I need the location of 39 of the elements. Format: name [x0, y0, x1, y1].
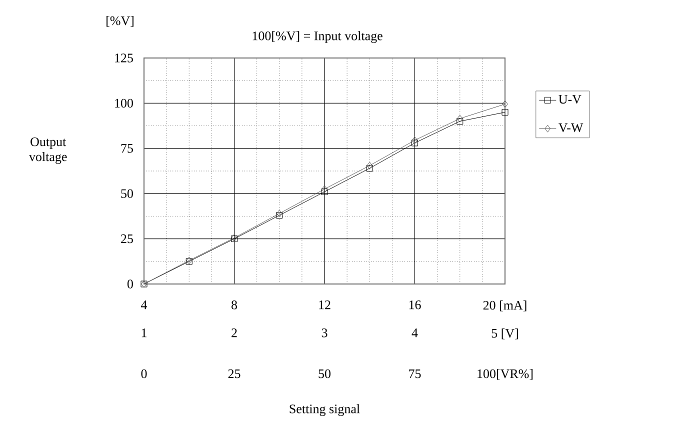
- point: [457, 114, 463, 122]
- x2-tick-label: 2: [232, 328, 237, 338]
- y-axis-title: Output voltage: [28, 137, 67, 164]
- legend-label: V-W: [558, 123, 584, 132]
- point: [276, 210, 282, 218]
- point: [412, 140, 418, 146]
- x-tick-label: 20 [mA]: [483, 300, 526, 312]
- point: [456, 118, 464, 125]
- point: [276, 212, 283, 219]
- text: [%V]: [106, 16, 134, 27]
- point: [502, 100, 508, 108]
- y-tick-label: 0: [127, 280, 133, 288]
- text: 0: [141, 369, 147, 378]
- x2-tick-label: 4: [412, 328, 418, 338]
- point: [502, 108, 508, 116]
- point: [366, 162, 373, 170]
- point: [412, 136, 418, 144]
- x-tick-label: 8: [232, 300, 238, 310]
- x2-tick-label: 1: [142, 328, 146, 338]
- y-tick-label: 125: [115, 54, 133, 62]
- x-tick-label: 16: [409, 300, 421, 310]
- x2-tick-label: 3: [322, 328, 328, 338]
- y-tick-label: 25: [121, 234, 133, 244]
- y-tick-label: 100: [115, 98, 133, 108]
- x2-tick-label: 5 [V]: [492, 328, 518, 340]
- x-tick-label: 12: [319, 300, 330, 310]
- text: 100[VR%]: [478, 368, 533, 380]
- text: 50: [318, 369, 331, 378]
- text: 25: [228, 369, 240, 378]
- legend-label: U-V: [558, 94, 582, 104]
- point: [366, 165, 373, 172]
- x-tick-label: 4: [141, 300, 148, 310]
- y-tick-label: 75: [121, 144, 133, 153]
- text: 75: [409, 369, 421, 378]
- x-axis-title: Setting signal: [290, 404, 360, 416]
- point: [321, 188, 328, 196]
- y-tick-label: 50: [121, 189, 133, 198]
- chart-title: 100[%V] = Input voltage: [252, 31, 382, 43]
- point: [322, 185, 328, 193]
